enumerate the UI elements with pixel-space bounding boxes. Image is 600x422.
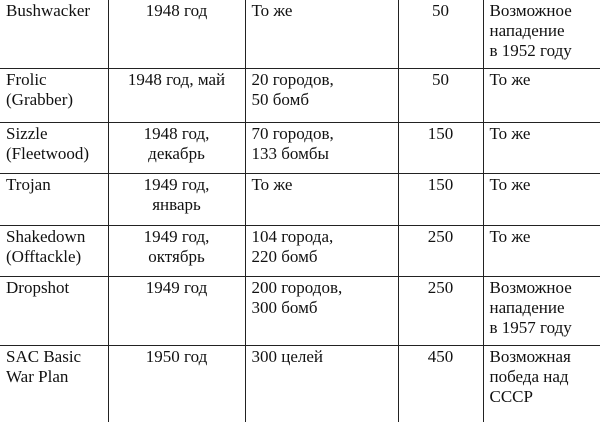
table-cell: 70 городов, 133 бомбы	[244, 121, 399, 174]
table-cell: 50	[397, 0, 484, 69]
table-cell: 1948 год, декабрь	[107, 121, 246, 174]
table-cell: То же	[482, 224, 600, 277]
table-cell: 200 городов, 300 бомб	[244, 275, 399, 346]
table-cell: 250	[397, 224, 484, 277]
table-cell: 1948 год	[107, 0, 246, 69]
table-row: Dropshot 1949 год 200 городов, 300 бомб 250…	[0, 275, 600, 346]
table-cell: 1949 год	[107, 275, 246, 346]
table-cell: То же	[482, 121, 600, 174]
table-cell: Dropshot	[0, 275, 109, 346]
table-cell: Shakedown (Offtackle)	[0, 224, 109, 277]
table-row: Bushwacker 1948 год То же 50 Возможное напад…	[0, 0, 600, 69]
table-cell: 1949 год, октябрь	[107, 224, 246, 277]
table-cell: Возможное нападение в 1952 году	[482, 0, 600, 69]
table-cell: 20 городов, 50 бомб	[244, 67, 399, 123]
table-cell: Trojan	[0, 172, 109, 226]
table-row: SAC Basic War Plan 1950 год 300 целей 450 Во…	[0, 344, 600, 422]
table-cell: То же	[244, 172, 399, 226]
table-row: Shakedown (Offtackle) 1949 год, октябрь 10…	[0, 224, 600, 277]
table-cell: То же	[482, 67, 600, 123]
table-cell: Sizzle (Fleetwood)	[0, 121, 109, 174]
table-cell: 1949 год, январь	[107, 172, 246, 226]
table-cell: 1948 год, май	[107, 67, 246, 123]
table-cell: То же	[482, 172, 600, 226]
table-row: Frolic (Grabber) 1948 год, май 20 городов,…	[0, 67, 600, 123]
table-cell: 150	[397, 172, 484, 226]
table-cell: Возможное нападение в 1957 году	[482, 275, 600, 346]
table-cell: То же	[244, 0, 399, 69]
table-cell: Frolic (Grabber)	[0, 67, 109, 123]
table-cell: 150	[397, 121, 484, 174]
table-cell: Возможная победа над СССР	[482, 344, 600, 422]
table-row: Trojan 1949 год, январь То же 150 То же	[0, 172, 600, 226]
table-cell: SAC Basic War Plan	[0, 344, 109, 422]
table-cell: 50	[397, 67, 484, 123]
table-cell: 300 целей	[244, 344, 399, 422]
table-cell: 250	[397, 275, 484, 346]
table-cell: 1950 год	[107, 344, 246, 422]
table-row: Sizzle (Fleetwood) 1948 год, декабрь 70 го…	[0, 121, 600, 174]
table-cell: 450	[397, 344, 484, 422]
table-cell: 104 города, 220 бомб	[244, 224, 399, 277]
table-cell: Bushwacker	[0, 0, 109, 69]
